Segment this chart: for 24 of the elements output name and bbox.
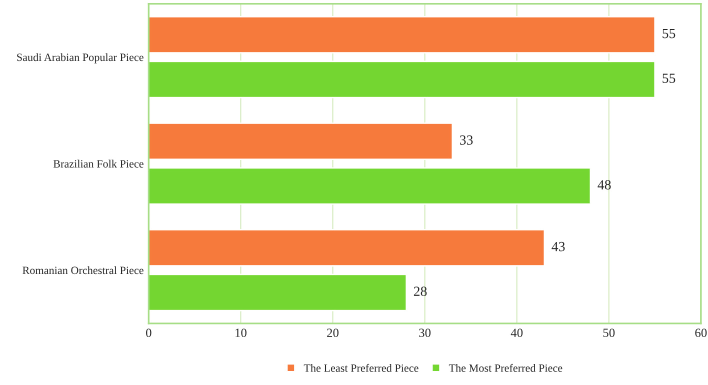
y-tick-label: Romanian Orchestral Piece xyxy=(22,266,144,274)
data-label: 43 xyxy=(552,242,565,252)
data-label: 28 xyxy=(414,286,427,296)
x-tick-label: 0 xyxy=(146,328,152,338)
y-tick-label: Brazilian Folk Piece xyxy=(53,160,144,168)
data-label: 33 xyxy=(460,135,473,145)
legend-label: The Least Preferred Piece xyxy=(304,364,418,372)
bar xyxy=(148,167,592,205)
data-label: 48 xyxy=(598,180,611,190)
bar xyxy=(148,274,408,312)
x-tick-label: 40 xyxy=(510,328,523,338)
data-label: 55 xyxy=(662,74,676,83)
legend-label: The Most Preferred Piece xyxy=(448,364,562,372)
bar xyxy=(148,60,656,98)
x-tick-label: 10 xyxy=(236,328,246,338)
bar xyxy=(148,228,546,267)
x-tick-label: 30 xyxy=(419,328,431,338)
bar xyxy=(148,16,656,54)
x-tick-label: 60 xyxy=(695,328,707,338)
data-label: 55 xyxy=(662,28,676,38)
bar xyxy=(148,122,454,160)
x-tick-label: 20 xyxy=(327,328,339,338)
x-tick-label: 50 xyxy=(603,328,615,338)
y-tick-label: Saudi Arabian Popular Piece xyxy=(17,53,144,64)
